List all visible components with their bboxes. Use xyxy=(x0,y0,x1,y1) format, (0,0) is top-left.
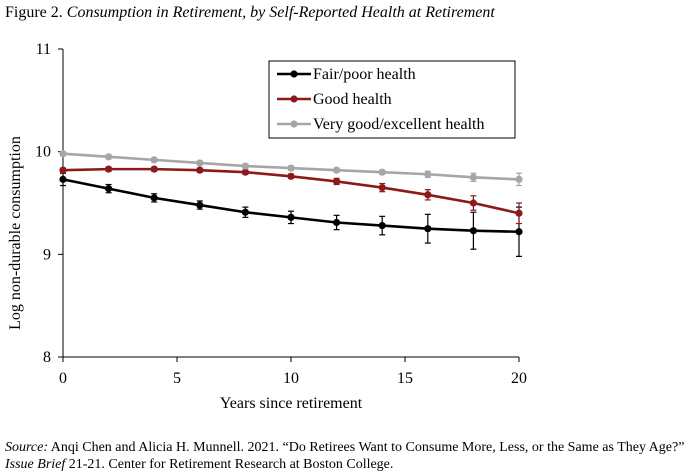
data-point-good-health xyxy=(241,168,249,176)
data-point-good-health xyxy=(333,177,341,186)
source-text-1: Anqi Chen and Alicia H. Munnell. 2021. “… xyxy=(48,440,685,455)
legend-label-fair-poor-health: Fair/poor health xyxy=(313,66,416,83)
data-point-good-health xyxy=(150,165,158,173)
source-note: Source: Anqi Chen and Alicia H. Munnell.… xyxy=(5,439,695,473)
data-point-fair-poor-health xyxy=(59,175,67,183)
data-point-fair-poor-health xyxy=(333,218,341,227)
x-tick-label: 0 xyxy=(59,370,67,387)
data-point-very-good-excellent-health xyxy=(287,164,295,172)
data-point-fair-poor-health xyxy=(424,225,432,233)
legend-marker-very-good-excellent-health xyxy=(290,120,298,128)
data-point-fair-poor-health xyxy=(196,201,204,209)
figure-title-text: Consumption in Retirement, by Self-Repor… xyxy=(66,4,495,21)
data-point-very-good-excellent-health xyxy=(150,156,158,164)
x-tick-label: 10 xyxy=(283,370,299,387)
data-point-fair-poor-health xyxy=(515,228,523,236)
x-tick-label: 5 xyxy=(173,370,181,387)
legend-marker-good-health xyxy=(290,95,298,103)
source-issue-brief: Issue Brief xyxy=(5,457,66,472)
data-point-good-health xyxy=(378,184,386,192)
x-tick-label: 15 xyxy=(397,370,413,387)
data-point-very-good-excellent-health xyxy=(424,170,432,178)
data-point-fair-poor-health xyxy=(105,185,113,193)
legend-label-good-health: Good health xyxy=(313,91,392,108)
x-axis-label: Years since retirement xyxy=(220,395,363,412)
data-point-good-health xyxy=(105,165,113,173)
data-point-very-good-excellent-health xyxy=(515,175,523,183)
data-point-fair-poor-health xyxy=(469,227,477,235)
y-tick-label: 8 xyxy=(43,349,51,366)
data-point-very-good-excellent-health xyxy=(59,150,67,158)
x-tick-label: 20 xyxy=(511,370,527,387)
data-point-very-good-excellent-health xyxy=(196,159,204,167)
data-point-very-good-excellent-health xyxy=(469,173,477,181)
series-markers xyxy=(59,150,523,236)
y-tick-label: 10 xyxy=(35,144,51,161)
data-point-good-health xyxy=(424,191,432,199)
data-point-fair-poor-health xyxy=(241,208,249,216)
source-label: Source: xyxy=(5,440,49,455)
legend-label-very-good-excellent-health: Very good/excellent health xyxy=(313,116,485,133)
y-tick-label: 11 xyxy=(36,41,51,58)
figure-title: Figure 2. Consumption in Retirement, by … xyxy=(5,4,495,22)
line-chart: 8 9 10 11 0 5 10 15 20 Years since retirement Log … xyxy=(7,41,527,412)
data-point-good-health xyxy=(196,166,204,174)
y-tick-label: 9 xyxy=(43,246,51,263)
data-point-very-good-excellent-health xyxy=(105,153,113,161)
data-point-good-health xyxy=(59,166,67,174)
chart-legend: Fair/poor health Good health Very good/exc… xyxy=(268,60,516,139)
data-point-very-good-excellent-health xyxy=(378,168,386,176)
data-point-very-good-excellent-health xyxy=(333,166,341,174)
data-point-fair-poor-health xyxy=(378,221,386,230)
data-point-good-health xyxy=(287,172,295,180)
figure-label: Figure 2. xyxy=(5,4,63,21)
y-axis-label: Log non-durable consumption xyxy=(7,136,24,330)
data-point-good-health xyxy=(515,209,523,217)
data-point-good-health xyxy=(469,199,477,207)
chart-axes: 8 9 10 11 0 5 10 15 20 Years since retirement Log … xyxy=(7,41,527,412)
data-point-fair-poor-health xyxy=(287,213,295,221)
data-point-fair-poor-health xyxy=(150,194,158,202)
source-text-2: 21-21. Center for Retirement Research at… xyxy=(65,457,394,472)
data-point-very-good-excellent-health xyxy=(241,162,249,170)
legend-marker-fair-poor-health xyxy=(290,70,298,78)
